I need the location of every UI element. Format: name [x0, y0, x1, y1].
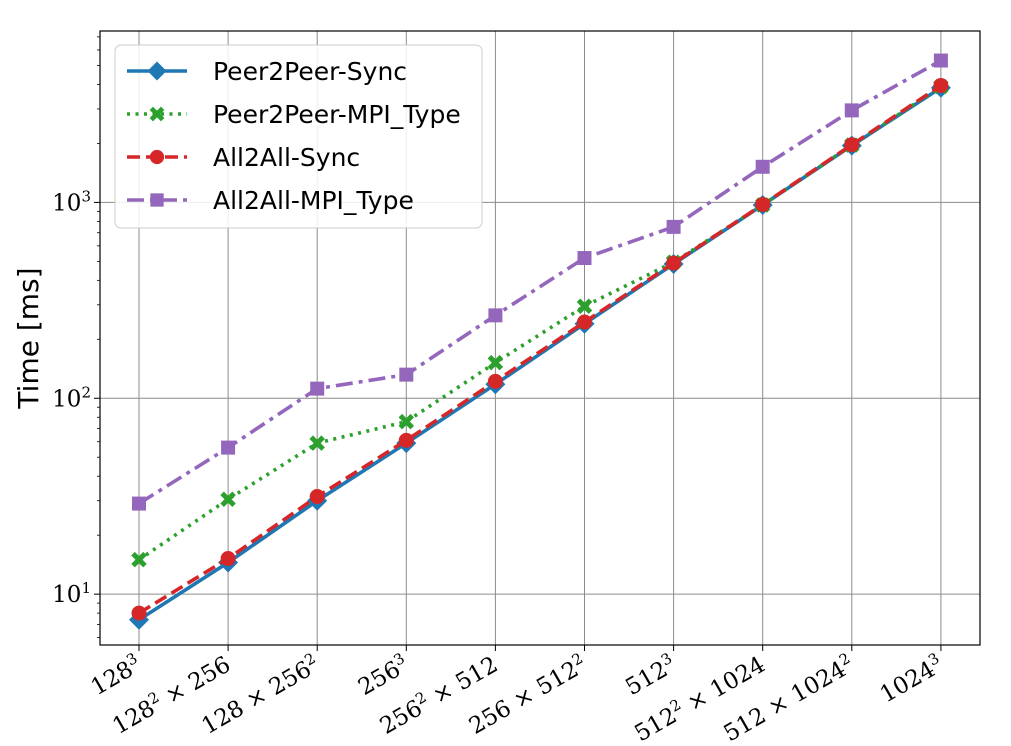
legend: Peer2Peer-Sync Peer2Peer-MPI_Type All2All-… [114, 44, 483, 229]
y-tick-label-base: 10 [52, 190, 81, 216]
legend-entry: All2All-MPI_Type [127, 186, 414, 215]
data-point [666, 219, 681, 234]
data-point [220, 491, 236, 508]
data-point [131, 605, 147, 621]
y-tick-label: 103 [52, 187, 91, 216]
series-layer [129, 53, 951, 630]
data-point [221, 440, 236, 455]
data-point [149, 106, 165, 122]
data-point [844, 137, 860, 153]
data-point [577, 251, 592, 266]
data-point [487, 373, 503, 389]
y-tick-label: 102 [52, 383, 91, 412]
y-tick-label-exponent: 1 [81, 579, 91, 597]
data-point [844, 103, 859, 118]
y-tick-label: 101 [52, 579, 91, 608]
legend-label: All2All-MPI_Type [213, 186, 414, 215]
data-point [147, 61, 167, 81]
data-point [933, 78, 949, 94]
data-point [398, 432, 414, 448]
data-point [576, 298, 593, 314]
data-point [309, 489, 325, 505]
y-tick-label-exponent: 3 [81, 187, 91, 205]
legend-box [114, 44, 483, 229]
data-point [149, 149, 165, 165]
data-point [488, 308, 503, 323]
series [132, 53, 948, 511]
data-point [310, 381, 325, 396]
data-point [220, 551, 236, 567]
data-point [933, 53, 948, 68]
legend-label: Peer2Peer-Sync [213, 57, 407, 86]
data-point [309, 435, 325, 451]
legend-entry: Peer2Peer-Sync [127, 57, 407, 86]
series [131, 78, 949, 621]
data-point [666, 255, 682, 271]
data-point [132, 496, 146, 511]
y-tick-label-base: 10 [52, 582, 81, 608]
data-point [131, 551, 147, 568]
plot-frame [99, 30, 981, 646]
data-point [577, 314, 592, 330]
legend-label: Peer2Peer-MPI_Type [213, 100, 461, 129]
data-point [755, 159, 770, 174]
y-tick-label-base: 10 [52, 386, 81, 412]
legend-entry: All2All-Sync [127, 143, 360, 172]
data-point [487, 354, 504, 371]
series-line [138, 58, 942, 506]
legend-label: All2All-Sync [213, 143, 360, 172]
legend-entry: Peer2Peer-MPI_Type [127, 100, 461, 129]
data-point [398, 413, 415, 430]
data-point [755, 197, 771, 213]
y-axis-label: Time [ms] [12, 267, 45, 409]
series-line [138, 84, 942, 615]
y-tick-label-exponent: 2 [81, 383, 91, 401]
data-point [150, 193, 164, 207]
data-point [399, 367, 414, 382]
